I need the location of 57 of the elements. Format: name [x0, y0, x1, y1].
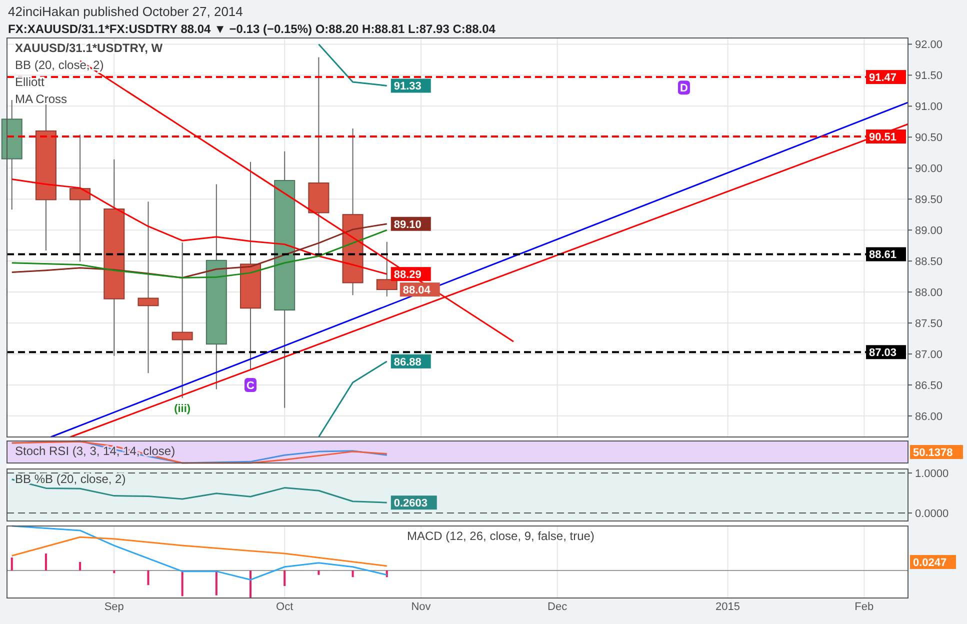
annotation: (iii)	[174, 402, 191, 415]
bar	[181, 570, 184, 596]
annotation: BB (20, close, 2)	[15, 58, 104, 72]
annotation: C	[246, 380, 255, 392]
bar	[147, 570, 150, 586]
y-tick-label: 87.50	[915, 318, 943, 330]
y-tick-label: 87.00	[915, 348, 943, 361]
x-tick-label: Sep	[104, 601, 124, 613]
y-tick-label: 90.50	[915, 132, 943, 144]
chart-title: 42inciHakan published October 27, 2014	[8, 4, 243, 19]
x-tick-label: Nov	[411, 601, 432, 613]
text: 0.0247	[913, 557, 947, 569]
data-label: 0.2603	[394, 498, 428, 510]
y-tick-label: 89.00	[915, 225, 943, 238]
ref-line-label: 87.03	[869, 347, 897, 360]
bar	[215, 570, 218, 596]
y-tick-label: 86.50	[915, 380, 943, 392]
data-label: 86.88	[394, 356, 422, 368]
bar	[318, 570, 320, 575]
bar	[352, 570, 354, 578]
y-tick-label: 91.50	[915, 70, 943, 82]
y-tick-label: 88.50	[915, 256, 943, 268]
bar	[44, 554, 47, 570]
x-tick-label: Feb	[854, 601, 874, 613]
candlestick	[172, 242, 193, 398]
bar	[79, 562, 82, 570]
annotation: 88.04	[402, 284, 432, 297]
candlestick	[138, 201, 159, 374]
annotation: XAUUSD/31.1*USDTRY, W	[15, 41, 164, 55]
bar	[250, 570, 252, 598]
annotation: MACD (12, 26, close, 9, false, true)	[407, 529, 594, 543]
ref-line-label: 88.61	[869, 249, 897, 262]
ref-line-label: 90.51	[869, 132, 897, 144]
line-series	[11, 178, 388, 275]
y-tick-label: 0.0000	[915, 508, 949, 520]
x-tick-label: Oct	[276, 601, 294, 613]
ref-line-label: 91.47	[869, 72, 897, 84]
y-tick-label: 1.0000	[915, 468, 949, 480]
annotation: D	[680, 82, 688, 95]
y-tick-label: 92.00	[915, 39, 943, 52]
y-tick-label: 91.00	[915, 101, 943, 114]
x-tick-label: 2015	[716, 601, 740, 613]
bar	[284, 570, 286, 586]
annotation: Elliott	[15, 75, 46, 89]
y-tick-label: 88.00	[915, 287, 943, 300]
data-label: 89.10	[394, 218, 422, 231]
y-tick-label: 90.00	[915, 163, 943, 176]
text: 50.1378	[913, 447, 953, 459]
bar	[113, 570, 116, 574]
y-tick-label: 86.00	[915, 410, 943, 423]
data-label: 91.33	[394, 80, 422, 93]
bar	[10, 558, 13, 570]
candlestick	[70, 134, 91, 262]
y-tick-label: 89.50	[915, 194, 943, 206]
x-tick-label: Dec	[548, 601, 568, 613]
data-label: 88.29	[394, 269, 422, 282]
chart-subtitle: FX:XAUUSD/31.1*FX:USDTRY 88.04 ▼ −0.13 (−0.15%) O:88.20 H:88.81 L:87.93 C:88.04	[8, 22, 496, 36]
